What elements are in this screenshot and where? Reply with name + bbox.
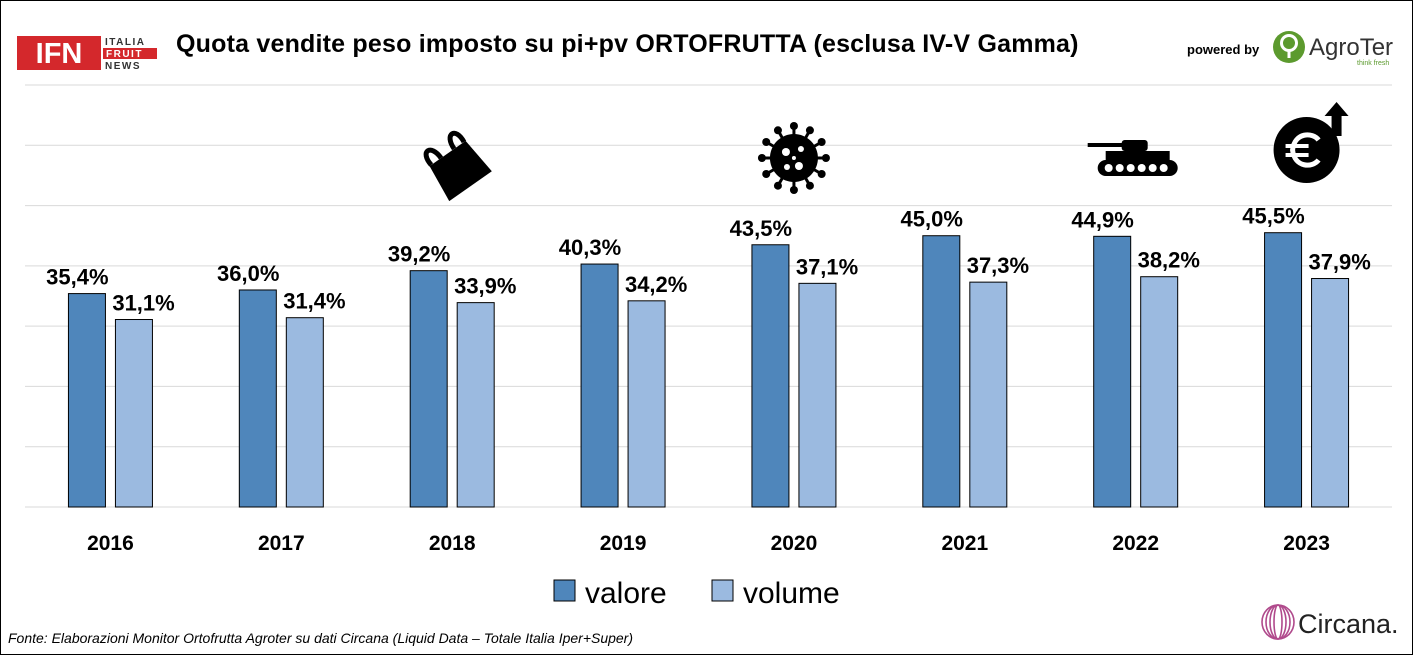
legend: valore volume: [553, 577, 840, 610]
euro-up-icon: [1273, 102, 1349, 183]
bar-valore-2021: [922, 235, 961, 508]
bar-volume-2017: [285, 317, 324, 508]
circana-logo: Circana.: [1261, 604, 1399, 640]
data-label-volume-2023: 37,9%: [1308, 250, 1370, 275]
data-label-valore-2023: 45,5%: [1242, 204, 1304, 229]
ifn-logo-line1: ITALIA: [105, 37, 145, 48]
legend-label-valore: valore: [585, 577, 667, 610]
legend-label-volume: volume: [743, 577, 840, 610]
legend-swatch-valore: [553, 579, 576, 602]
bar-valore-2019: [580, 263, 619, 508]
agroter-logo: AgroTer think fresh: [1273, 31, 1393, 67]
ifn-logo-main: IFN: [36, 38, 83, 70]
data-label-volume-2019: 34,2%: [625, 272, 687, 297]
bar-volume-2016: [114, 319, 153, 508]
bar-volume-2021: [969, 281, 1008, 508]
bar-valore-2018: [409, 270, 448, 508]
data-label-valore-2022: 44,9%: [1071, 207, 1133, 232]
x-tick-label: 2021: [941, 532, 988, 555]
data-label-valore-2021: 45,0%: [901, 207, 963, 232]
ifn-logo-line3: NEWS: [105, 61, 141, 70]
x-tick-labels: 2016 2017 2018 2019 2020 2021 2022 2023: [87, 532, 1330, 555]
circana-logo-text: Circana.: [1298, 609, 1399, 639]
plastic-bag-icon: [423, 130, 492, 202]
tank-icon: [1087, 140, 1178, 176]
data-label-valore-2016: 35,4%: [46, 265, 108, 290]
annotation-icons: [423, 102, 1349, 202]
x-tick-label: 2023: [1283, 532, 1330, 555]
agroter-logo-name: AgroTer: [1309, 34, 1393, 61]
x-tick-label: 2019: [600, 532, 647, 555]
value-labels: 35,4%31,1% 36,0%31,4% 39,2%33,9% 40,3%34,2%…: [46, 204, 1371, 316]
bar-valore-2016: [67, 293, 106, 508]
source-footnote: Fonte: Elaborazioni Monitor Ortofrutta A…: [8, 630, 634, 646]
x-tick-label: 2018: [429, 532, 476, 555]
bars: [67, 232, 1350, 508]
powered-by-label: powered by: [1187, 42, 1260, 57]
virus-icon: [757, 122, 830, 194]
data-label-volume-2022: 38,2%: [1138, 248, 1200, 273]
agroter-logo-tagline: think fresh: [1357, 60, 1389, 67]
data-label-valore-2019: 40,3%: [559, 235, 621, 260]
bar-volume-2022: [1140, 276, 1179, 508]
bar-volume-2023: [1311, 278, 1350, 508]
bar-valore-2022: [1093, 235, 1132, 508]
data-label-valore-2017: 36,0%: [217, 261, 279, 286]
bar-volume-2019: [627, 300, 666, 508]
bar-volume-2018: [456, 302, 495, 508]
grid-lines: [25, 84, 1392, 508]
bar-valore-2020: [751, 244, 790, 508]
x-tick-label: 2022: [1112, 532, 1159, 555]
x-tick-label: 2017: [258, 532, 305, 555]
ifn-logo-line2: FRUIT: [106, 49, 143, 60]
data-label-valore-2018: 39,2%: [388, 242, 450, 267]
bar-valore-2023: [1264, 232, 1303, 508]
bar-volume-2020: [798, 282, 837, 508]
data-label-volume-2021: 37,3%: [967, 253, 1029, 278]
data-label-volume-2020: 37,1%: [796, 254, 858, 279]
legend-swatch-volume: [711, 579, 734, 602]
data-label-volume-2017: 31,4%: [283, 289, 345, 314]
data-label-valore-2020: 43,5%: [730, 216, 792, 241]
x-tick-label: 2016: [87, 532, 134, 555]
chart-title: Quota vendite peso imposto su pi+pv ORTO…: [176, 30, 1079, 58]
bar-valore-2017: [238, 289, 277, 508]
ifn-logo: IFN ITALIA FRUIT NEWS: [17, 36, 157, 70]
data-label-volume-2018: 33,9%: [454, 274, 516, 299]
data-label-volume-2016: 31,1%: [112, 291, 174, 316]
x-tick-label: 2020: [771, 532, 818, 555]
